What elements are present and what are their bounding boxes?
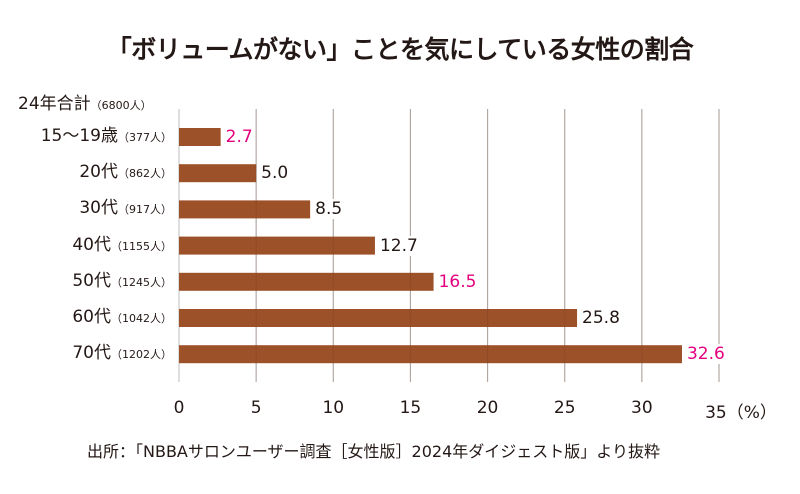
category-count: （1155人） — [111, 239, 172, 253]
bar — [179, 236, 375, 255]
category-label: 30代（917人） — [79, 198, 172, 220]
x-tick-label: 10 — [322, 398, 345, 418]
bar — [179, 345, 682, 364]
category-label: 40代（1155人） — [72, 235, 172, 257]
data-label: 2.7 — [223, 127, 255, 147]
total-count: （6800人） — [90, 99, 152, 112]
x-tick-label: 20 — [476, 398, 499, 418]
data-label: 25.8 — [580, 308, 622, 328]
bar — [179, 128, 221, 146]
x-tick-label: 25 — [553, 398, 576, 418]
source-note: 出所：「NBBAサロンユーザー調査［女性版］2024年ダイジェスト版」より抜粋 — [87, 442, 660, 461]
category-count: （917人） — [118, 203, 172, 217]
category-group: 30代 — [79, 198, 118, 219]
x-tick-label: 30 — [631, 398, 653, 418]
total-row-label: 24年合計（6800人） — [18, 89, 152, 114]
category-group: 50代 — [72, 270, 111, 291]
category-group: 70代 — [72, 343, 111, 364]
category-count: （1245人） — [111, 275, 172, 289]
bar — [179, 164, 257, 183]
category-count: （377人） — [118, 131, 172, 144]
x-tick-label: 35（%） — [705, 403, 777, 423]
data-label: 12.7 — [377, 235, 420, 256]
x-tick-label: 5 — [250, 398, 262, 418]
category-label: 15〜19歳（377人） — [41, 126, 172, 148]
total-group: 24年合計 — [18, 94, 91, 114]
category-group: 40代 — [72, 234, 111, 255]
bar — [179, 309, 578, 327]
x-tick-label: 0 — [173, 398, 185, 418]
category-group: 20代 — [79, 162, 118, 183]
data-label: 5.0 — [259, 163, 291, 184]
category-label: 60代（1042人） — [72, 307, 172, 329]
bar — [179, 200, 311, 219]
gridlines-overlay — [255, 109, 720, 382]
category-count: （1042人） — [111, 312, 172, 325]
bars — [179, 128, 682, 364]
category-label: 50代（1245人） — [72, 271, 172, 293]
category-count: （1202人） — [111, 348, 172, 362]
chart-title: 「ボリュームがない」ことを気にしている女性の割合 — [106, 35, 694, 64]
category-label: 20代（862人） — [79, 162, 172, 184]
category-label: 70代（1202人） — [72, 343, 172, 365]
category-group: 60代 — [72, 307, 111, 327]
data-label: 8.5 — [313, 199, 345, 220]
data-label: 16.5 — [436, 271, 479, 292]
x-tick-label: 15 — [399, 398, 422, 418]
category-count: （862人） — [118, 167, 172, 181]
data-label: 32.6 — [684, 344, 727, 365]
category-group: 15〜19歳 — [40, 126, 118, 146]
bar — [179, 272, 434, 291]
